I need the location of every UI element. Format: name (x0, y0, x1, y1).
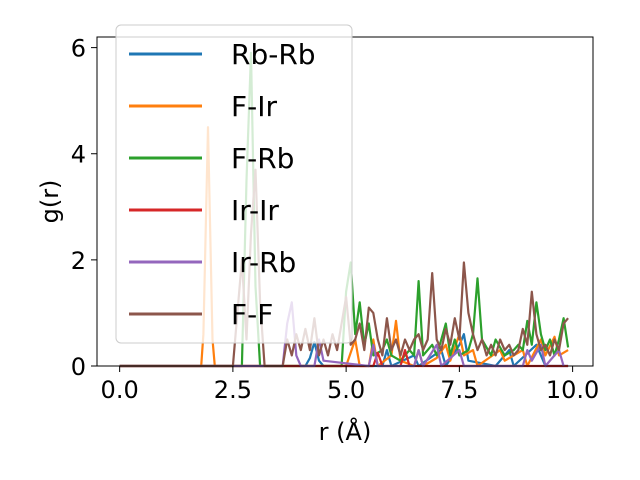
y-tick-label: 6 (71, 35, 86, 63)
legend-label-ir-ir: Ir-Ir (231, 194, 279, 227)
x-tick-label: 2.5 (214, 376, 252, 404)
legend-label-f-f: F-F (231, 298, 273, 331)
y-tick-label: 2 (71, 247, 86, 275)
x-tick-label: 7.5 (440, 376, 478, 404)
x-tick-label: 5.0 (327, 376, 365, 404)
x-tick-label: 0.0 (101, 376, 139, 404)
y-axis: 0 2 4 6 (71, 35, 97, 381)
legend-label-rb-rb: Rb-Rb (231, 38, 316, 71)
legend: Rb-Rb F-Ir F-Rb Ir-Ir Ir-Rb F-F (115, 24, 353, 344)
legend-box (115, 24, 353, 344)
x-axis: 0.0 2.5 5.0 7.5 10.0 (101, 366, 599, 404)
y-tick-label: 4 (71, 141, 86, 169)
legend-label-f-ir: F-Ir (231, 90, 277, 123)
y-tick-label: 0 (71, 353, 86, 381)
y-axis-label: g(r) (36, 180, 64, 224)
x-tick-label: 10.0 (546, 376, 599, 404)
legend-label-ir-rb: Ir-Rb (231, 246, 296, 279)
series-line-ir-rb (119, 301, 565, 368)
legend-label-f-rb: F-Rb (231, 142, 294, 175)
x-axis-label: r (Å) (319, 417, 372, 446)
